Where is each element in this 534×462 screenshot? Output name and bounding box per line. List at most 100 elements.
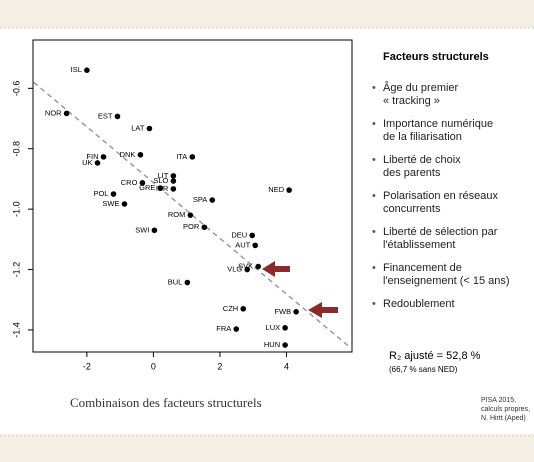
source: calculs propres, bbox=[481, 406, 530, 413]
point bbox=[252, 242, 259, 249]
point-label: DEU bbox=[231, 230, 247, 239]
point-label: SWI bbox=[135, 225, 149, 234]
point bbox=[249, 232, 256, 239]
x-tick-label: -2 bbox=[83, 361, 91, 371]
point-label: ISL bbox=[71, 65, 82, 74]
bullet-text: Importance numérique bbox=[383, 118, 493, 130]
point-label: UK bbox=[82, 158, 92, 167]
point-label: FIN bbox=[86, 152, 98, 161]
point bbox=[110, 191, 117, 197]
arrows bbox=[262, 261, 338, 318]
r2: R₂ ajusté = 52,8 % bbox=[389, 350, 481, 362]
point bbox=[282, 342, 288, 348]
point bbox=[255, 263, 261, 270]
bullet-dot: • bbox=[372, 226, 376, 238]
bullet-dot: • bbox=[372, 82, 376, 94]
point-label: LUX bbox=[266, 323, 281, 332]
arrow bbox=[262, 261, 290, 277]
point bbox=[137, 151, 144, 158]
point bbox=[170, 186, 177, 192]
y-tick-label: -1.0 bbox=[11, 201, 21, 217]
caption: Combinaison des facteurs structurels bbox=[70, 395, 262, 410]
source: PISA 2015, bbox=[481, 397, 516, 404]
bullet-dot: • bbox=[372, 298, 376, 310]
point-label: GRE bbox=[139, 183, 155, 192]
y-tick-label: -1.4 bbox=[11, 322, 21, 338]
point bbox=[189, 154, 196, 160]
point-label: CZH bbox=[223, 304, 238, 313]
point bbox=[233, 326, 240, 332]
point bbox=[170, 178, 177, 184]
y-tick-label: -0.8 bbox=[11, 141, 21, 157]
point-label: VLG bbox=[227, 265, 242, 274]
point-label: EST bbox=[98, 111, 113, 120]
point-label: ITA bbox=[176, 152, 187, 161]
slide-panel bbox=[0, 28, 534, 434]
bullet-text: Financement de bbox=[383, 262, 462, 274]
point bbox=[100, 154, 107, 160]
bullet-text: concurrents bbox=[383, 203, 441, 215]
point-label: ISR bbox=[156, 184, 169, 193]
point-label: NOR bbox=[45, 108, 62, 117]
bullet-dot: • bbox=[372, 118, 376, 130]
source: N. Hirtt (Aped) bbox=[481, 415, 526, 422]
x-tick-label: 0 bbox=[151, 361, 156, 371]
bullet-text: « tracking » bbox=[383, 95, 440, 107]
point bbox=[139, 180, 146, 186]
point-label: POL bbox=[93, 189, 108, 198]
bullet-text: l'enseignement (< 15 ans) bbox=[383, 275, 510, 287]
point-label: LIT bbox=[158, 171, 169, 180]
bullet-dot: • bbox=[372, 262, 376, 274]
point-label: AUT bbox=[235, 240, 250, 249]
bullet-text: Liberté de choix bbox=[383, 154, 461, 166]
bullet-text: Polarisation en réseaux bbox=[383, 190, 498, 202]
y-tick-label: -0.6 bbox=[11, 81, 21, 97]
point bbox=[114, 113, 121, 120]
point-label: HUN bbox=[264, 340, 280, 349]
point bbox=[201, 224, 208, 231]
point-label: FRA bbox=[216, 324, 231, 333]
bullet-dot: • bbox=[372, 154, 376, 166]
point bbox=[63, 110, 70, 117]
point-label: FWB bbox=[274, 307, 291, 316]
bullet-dot: • bbox=[372, 190, 376, 202]
point bbox=[121, 201, 128, 207]
point bbox=[184, 279, 191, 286]
y-tick-label: -1.2 bbox=[11, 262, 21, 278]
point-label: SPA bbox=[193, 195, 207, 204]
bullet-text: Liberté de sélection par bbox=[383, 226, 498, 238]
point-label: LAT bbox=[131, 123, 145, 132]
point bbox=[209, 197, 216, 203]
x-tick-label: 4 bbox=[284, 361, 289, 371]
point bbox=[94, 160, 101, 166]
point-label: BUL bbox=[168, 278, 183, 287]
point-label: NED bbox=[268, 185, 284, 194]
bullet-text: de la filiarisation bbox=[383, 131, 462, 143]
r2-note: (66,7 % sans NED) bbox=[389, 365, 458, 374]
point-label: SVK bbox=[238, 262, 253, 271]
point bbox=[151, 227, 158, 234]
point-label: DNK bbox=[120, 150, 136, 159]
point bbox=[146, 125, 153, 132]
point bbox=[282, 325, 288, 331]
bullet-text: des parents bbox=[383, 167, 441, 179]
bullet-text: Âge du premier bbox=[383, 81, 459, 94]
bullet-text: Redoublement bbox=[383, 298, 455, 310]
point-label: SWE bbox=[102, 199, 119, 208]
point-label: CRO bbox=[121, 178, 138, 187]
point bbox=[187, 212, 194, 218]
point-label: SLO bbox=[153, 176, 168, 185]
point bbox=[286, 187, 292, 193]
point-label: ROM bbox=[168, 210, 186, 219]
point-label: POR bbox=[183, 222, 200, 231]
bullet-text: l'établissement bbox=[383, 239, 455, 251]
x-tick-label: 2 bbox=[217, 361, 222, 371]
side-title: Facteurs structurels bbox=[383, 51, 489, 63]
point bbox=[170, 173, 177, 179]
point bbox=[244, 266, 251, 273]
point bbox=[157, 185, 164, 191]
plot-frame bbox=[32, 39, 353, 353]
point bbox=[293, 309, 299, 315]
